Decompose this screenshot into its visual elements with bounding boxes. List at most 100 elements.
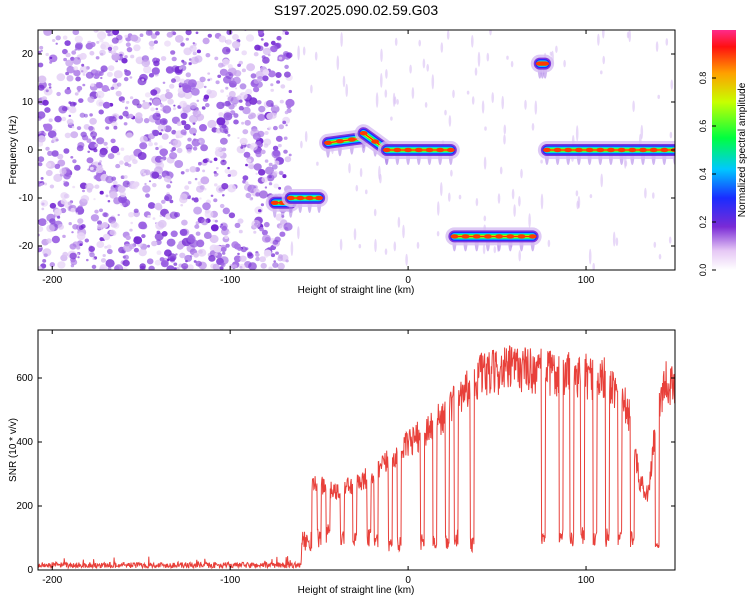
noise-blob bbox=[249, 197, 254, 201]
noise-blob bbox=[99, 237, 104, 242]
noise-streak bbox=[475, 198, 479, 207]
noise-blob bbox=[60, 207, 67, 214]
noise-blob bbox=[278, 143, 282, 148]
noise-blob bbox=[166, 238, 176, 247]
noise-blob bbox=[229, 73, 232, 77]
noise-blob bbox=[186, 148, 192, 154]
noise-blob bbox=[70, 131, 79, 139]
noise-blob bbox=[271, 164, 278, 170]
noise-blob bbox=[89, 117, 97, 125]
noise-blob bbox=[63, 172, 71, 180]
track-peak bbox=[324, 140, 332, 145]
track-peak bbox=[315, 195, 324, 201]
noise-blob bbox=[231, 241, 239, 249]
noise-blob bbox=[103, 141, 108, 146]
noise-streak bbox=[300, 140, 303, 149]
noise-blob bbox=[278, 56, 283, 60]
noise-blob bbox=[69, 252, 77, 260]
noise-blob bbox=[95, 82, 103, 89]
noise-blob bbox=[263, 138, 272, 146]
noise-streak bbox=[481, 100, 485, 114]
noise-blob bbox=[203, 85, 207, 89]
noise-blob bbox=[76, 245, 81, 250]
noise-blob bbox=[110, 138, 116, 144]
noise-blob bbox=[57, 261, 66, 269]
noise-blob bbox=[65, 59, 74, 67]
noise-blob bbox=[268, 162, 273, 167]
noise-blob bbox=[192, 42, 195, 45]
noise-blob bbox=[191, 88, 200, 96]
noise-streak bbox=[482, 244, 486, 255]
track-peak bbox=[461, 234, 470, 239]
noise-blob bbox=[147, 202, 156, 209]
noise-blob bbox=[257, 45, 264, 52]
noise-blob bbox=[241, 68, 246, 73]
noise-blob bbox=[216, 167, 219, 170]
noise-blob bbox=[75, 76, 81, 82]
noise-blob bbox=[64, 40, 71, 46]
noise-blob bbox=[215, 146, 222, 152]
noise-blob bbox=[141, 59, 151, 67]
noise-blob bbox=[237, 63, 242, 67]
noise-blob bbox=[77, 57, 80, 60]
noise-blob bbox=[199, 76, 206, 83]
noise-blob bbox=[238, 105, 244, 111]
noise-blob bbox=[176, 121, 182, 126]
noise-blob bbox=[141, 234, 146, 239]
noise-blob bbox=[124, 34, 128, 39]
noise-blob bbox=[45, 52, 49, 57]
noise-blob bbox=[56, 91, 61, 97]
track-peak bbox=[335, 139, 344, 144]
noise-blob bbox=[139, 135, 148, 144]
noise-blob bbox=[275, 135, 283, 142]
noise-streak bbox=[491, 92, 495, 104]
noise-blob bbox=[130, 34, 139, 42]
noise-blob bbox=[255, 252, 260, 257]
spectrogram-noise bbox=[38, 30, 674, 270]
noise-blob bbox=[53, 173, 63, 182]
noise-blob bbox=[78, 98, 84, 103]
noise-blob bbox=[145, 30, 153, 36]
noise-blob bbox=[168, 141, 171, 144]
noise-blob bbox=[219, 203, 225, 209]
noise-streak bbox=[589, 194, 593, 199]
noise-blob bbox=[94, 184, 100, 189]
track-peak bbox=[286, 195, 295, 201]
spectrogram-y-tick-label: -20 bbox=[19, 241, 34, 252]
noise-blob bbox=[166, 184, 171, 189]
track-peak bbox=[495, 234, 504, 239]
noise-blob bbox=[63, 180, 66, 183]
track-peak bbox=[305, 195, 314, 201]
track-peak bbox=[585, 147, 594, 153]
noise-blob bbox=[129, 96, 134, 100]
noise-blob bbox=[62, 251, 69, 258]
noise-blob bbox=[278, 254, 283, 259]
noise-blob bbox=[179, 228, 188, 236]
noise-blob bbox=[143, 172, 147, 176]
noise-streak bbox=[385, 69, 388, 79]
noise-blob bbox=[283, 136, 288, 140]
noise-blob bbox=[38, 156, 45, 163]
noise-blob bbox=[152, 183, 157, 188]
noise-blob bbox=[71, 50, 77, 55]
noise-blob bbox=[255, 172, 258, 175]
noise-streak bbox=[390, 116, 393, 121]
noise-blob bbox=[222, 159, 225, 162]
noise-blob bbox=[74, 164, 81, 171]
noise-blob bbox=[120, 147, 125, 151]
noise-blob bbox=[87, 150, 90, 153]
noise-blob bbox=[286, 52, 293, 59]
noise-blob bbox=[284, 156, 292, 163]
spectrogram-x-tick-label: -200 bbox=[42, 275, 62, 286]
noise-streak bbox=[531, 123, 535, 131]
noise-blob bbox=[277, 262, 285, 270]
noise-blob bbox=[263, 42, 269, 47]
snr-x-axis-label: Height of straight line (km) bbox=[298, 585, 415, 596]
noise-blob bbox=[284, 64, 289, 69]
noise-blob bbox=[208, 93, 215, 99]
noise-blob bbox=[45, 146, 50, 151]
noise-blob bbox=[38, 226, 44, 232]
snr-panel: -200 -100 0 100 0 200 400 600 Height of straig… bbox=[8, 329, 676, 596]
noise-blob bbox=[216, 101, 225, 110]
noise-blob bbox=[154, 202, 163, 210]
